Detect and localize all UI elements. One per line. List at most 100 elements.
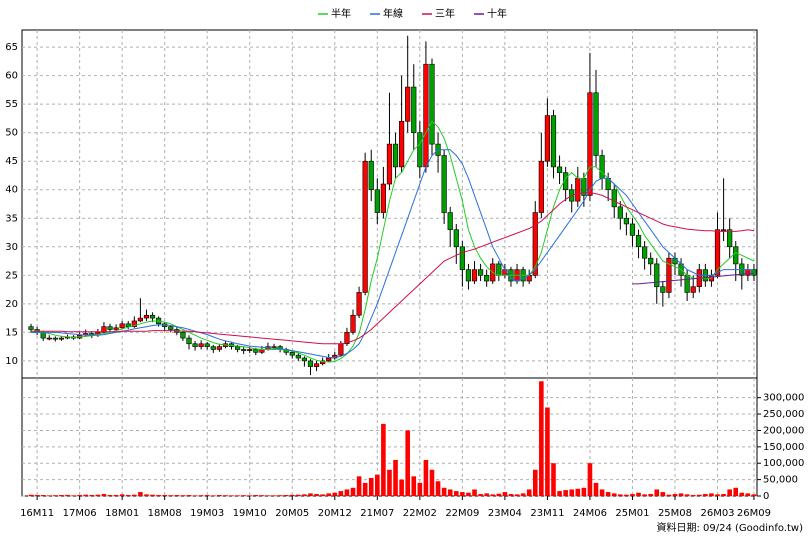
volume-bar	[174, 495, 180, 496]
candle-body	[441, 155, 447, 213]
candle-body	[271, 346, 277, 348]
y-tick-label: 45	[5, 156, 18, 167]
volume-bar	[703, 494, 708, 496]
legend-label: 年線	[383, 7, 403, 20]
y2-tick-label: 300,000	[763, 393, 804, 404]
plot-area	[21, 29, 758, 379]
volume-bar	[65, 494, 70, 496]
candle-body	[234, 346, 241, 350]
volume-bar	[235, 495, 240, 496]
volume-bar	[502, 492, 508, 496]
volume-bar	[678, 493, 684, 496]
candle-body	[241, 349, 247, 351]
candle-body	[484, 275, 490, 282]
candle-body	[253, 349, 259, 353]
volume-bar	[417, 482, 423, 496]
candle-body	[745, 269, 751, 276]
volume-bar	[435, 481, 441, 496]
y-tick-label: 10	[5, 356, 18, 367]
candle-body	[447, 212, 453, 230]
volume-bar	[198, 495, 204, 496]
volume-bar	[168, 495, 174, 496]
y2-tick-label: 50,000	[763, 475, 798, 486]
volume-bar	[624, 494, 629, 496]
volume-bar	[618, 494, 623, 496]
candle-body	[538, 160, 544, 213]
volume-bar	[642, 494, 647, 496]
y-tick-label: 50	[5, 128, 18, 139]
volume-bar	[599, 489, 605, 496]
candle-body	[623, 217, 629, 225]
volume-bar	[636, 492, 641, 496]
candle-body	[356, 292, 362, 316]
volume-bar	[715, 494, 720, 496]
candle-body	[198, 343, 204, 347]
volume-bar	[375, 474, 380, 496]
candle-body	[338, 343, 344, 356]
candle-body	[368, 160, 374, 191]
candle-body	[374, 189, 380, 213]
candle-body	[46, 337, 52, 340]
volume-bar	[557, 491, 562, 496]
volume-bar	[381, 423, 386, 496]
volume-bar	[514, 494, 520, 496]
legend-label: 十年	[487, 7, 507, 20]
volume-bar	[83, 494, 89, 496]
y2-tick-label: 200,000	[763, 425, 804, 436]
x-tick-label: 24M06	[573, 508, 607, 519]
volume-bar	[460, 492, 465, 496]
y-tick-label: 40	[5, 185, 18, 196]
y-tick-label: 30	[5, 242, 18, 253]
candle-body	[52, 337, 58, 340]
candle-body	[289, 352, 295, 356]
volume-bar	[356, 476, 362, 496]
volume-bar	[265, 495, 271, 496]
volume-bar	[387, 469, 392, 496]
x-tick-label: 20M05	[275, 508, 309, 519]
volume-bar	[532, 469, 538, 496]
volume-bar	[520, 493, 526, 496]
volume-bar	[89, 495, 95, 496]
candle-body	[465, 269, 472, 282]
volume-bar	[34, 495, 40, 496]
volume-bar	[156, 495, 161, 496]
x-tick-label: 16M11	[20, 508, 54, 519]
candle-body	[453, 229, 459, 248]
volume-bar	[660, 492, 666, 496]
candle-body	[617, 206, 623, 219]
volume-bar	[526, 489, 532, 496]
volume-bar	[593, 482, 599, 496]
candle-body	[295, 354, 301, 359]
volume-bar	[186, 495, 192, 496]
volume-bar	[192, 495, 198, 496]
volume-bar	[648, 494, 653, 496]
volume-bar	[545, 407, 550, 496]
ma-line	[31, 149, 754, 358]
volume-bar	[551, 463, 556, 496]
footer: 資料日期: 09/24 (Goodinfo.tw)	[656, 521, 803, 534]
candle-body	[471, 269, 478, 282]
volume-bar	[277, 495, 283, 496]
candle-body	[532, 212, 538, 276]
candle-body	[611, 189, 617, 208]
volume-bar	[326, 493, 332, 496]
candle-body	[40, 332, 46, 339]
volume-bar	[150, 494, 155, 496]
volume-bar	[472, 489, 477, 496]
candle-body	[113, 327, 119, 330]
volume-bar	[563, 490, 568, 496]
volume-bar	[429, 469, 435, 496]
volume-bar	[119, 494, 125, 496]
x-tick-label: 17M06	[63, 508, 97, 519]
ma-line	[632, 273, 754, 285]
volume-bar	[46, 495, 52, 496]
volume-bar	[320, 494, 325, 496]
volume-bar	[204, 495, 210, 496]
x-tick-label: 26M09	[737, 508, 771, 519]
candle-body	[629, 223, 636, 236]
candle-body	[477, 269, 484, 276]
candle-body	[326, 357, 332, 362]
candle-body	[556, 166, 563, 173]
volume-bar	[751, 494, 757, 496]
